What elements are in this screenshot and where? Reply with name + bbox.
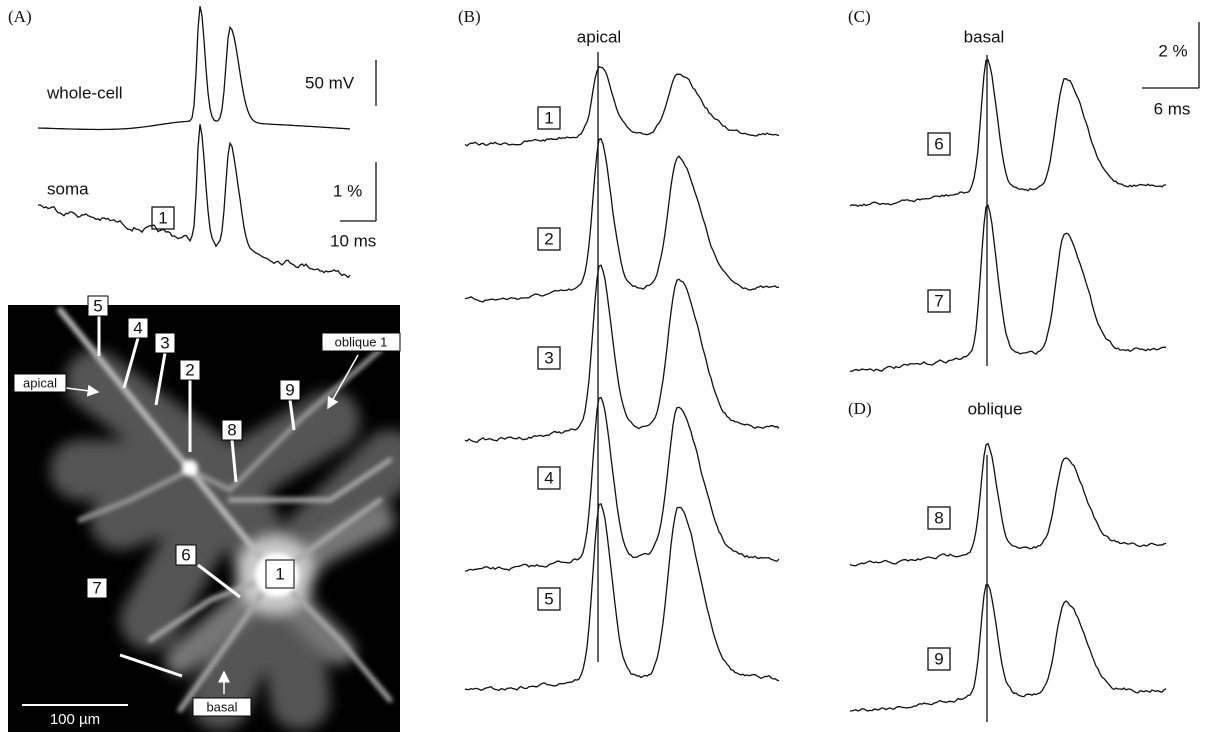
trace [850, 444, 1166, 566]
trace [465, 398, 779, 572]
roi-label: 8 [227, 420, 236, 439]
panel-title: oblique [968, 399, 1023, 418]
roi-label: 3 [160, 333, 169, 352]
scale-label: 10 ms [330, 231, 376, 250]
roi-label: 4 [544, 468, 553, 487]
roi-label: 9 [934, 649, 943, 668]
panel-label: (D) [848, 399, 872, 418]
roi-label: 6 [181, 545, 190, 564]
annotation: apical [23, 375, 57, 390]
scale-label: 1 % [333, 181, 362, 200]
scale-label: 50 mV [305, 73, 355, 92]
figure: (A) whole-cell soma 50 mV 1 % 10 ms 1 [0, 0, 1206, 732]
panel-label: (A) [8, 7, 32, 26]
trace [850, 60, 1166, 207]
roi-label: 1 [544, 108, 553, 127]
roi-label: 1 [275, 564, 284, 583]
roi-label: 9 [285, 380, 294, 399]
scale-label: 6 ms [1154, 99, 1191, 118]
fluorescence-image [8, 305, 400, 732]
panel-label: (C) [848, 7, 871, 26]
roi-label: 7 [92, 578, 101, 597]
trace-label: whole-cell [46, 83, 123, 102]
trace-label: soma [47, 179, 89, 198]
roi-label: 8 [934, 508, 943, 527]
annotation: basal [206, 699, 237, 714]
trace [850, 205, 1166, 371]
panel-label: (B) [458, 7, 481, 26]
roi-label: 5 [544, 589, 553, 608]
roi-label: 6 [934, 134, 943, 153]
trace [38, 6, 350, 129]
trace [465, 265, 779, 442]
trace [465, 504, 779, 691]
roi-label: 2 [544, 229, 553, 248]
roi-label: 2 [185, 360, 194, 379]
panel-title: apical [577, 27, 621, 46]
scale-label: 2 % [1158, 41, 1187, 60]
trace [465, 67, 779, 146]
trace [38, 124, 350, 277]
roi-label: 4 [133, 318, 142, 337]
annotation: oblique 1 [335, 334, 388, 349]
roi-label: 1 [158, 208, 167, 227]
scale-label: 100 µm [50, 711, 100, 728]
trace [465, 139, 779, 302]
trace [850, 585, 1166, 711]
roi-label: 5 [93, 296, 102, 315]
roi-label: 3 [544, 348, 553, 367]
roi-label: 7 [934, 291, 943, 310]
panel-title: basal [964, 27, 1005, 46]
